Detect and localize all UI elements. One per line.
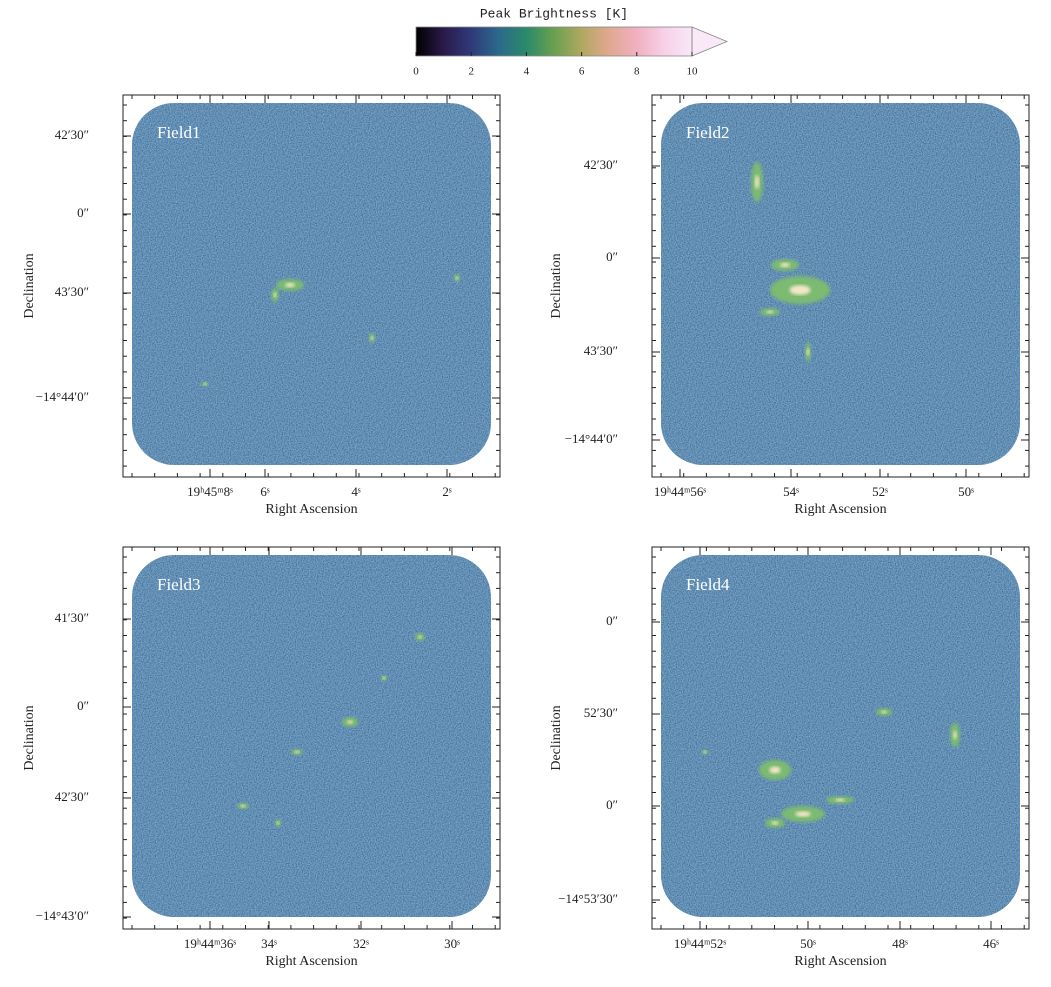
field-label: Field4 [686,575,730,594]
y-axis-title: Declination [549,253,564,318]
y-tick-label: 42′30″ [55,127,89,142]
colorbar-tick-label: 0 [413,66,419,78]
colorbar-tick-label: 10 [687,66,699,78]
y-tick-label: 0″ [606,249,618,264]
colorbar-tick-label: 4 [524,66,530,78]
y-tick-label: −14°53′30″ [558,891,618,906]
y-tick-label: 41′30″ [55,610,89,625]
emission-core [455,276,459,280]
y-tick-label: 42′30″ [584,157,618,172]
field-label: Field3 [157,575,200,594]
emission-core [795,811,811,817]
emission-core [835,798,845,802]
emission-core [203,382,207,386]
emission-core [382,676,386,680]
x-axis-title: Right Ascension [794,954,886,969]
y-tick-label: 43′30″ [55,284,89,299]
y-axis-title: Declination [22,705,37,770]
colorbar-tick-label: 8 [634,66,640,78]
y-axis-title: Declination [22,253,37,318]
panel-frame [122,94,501,478]
map-image [661,103,1020,465]
x-tick-label: 48ˢ [892,936,908,951]
colorbar-title: Peak Brightness [K] [480,6,628,21]
x-axis-title: Right Ascension [265,502,357,517]
panel: 19ʰ44ᵐ52ˢ 50ˢ 48ˢ 46ˢ 0″ 52′30″ 0″ −14°53′30″ Ri… [549,546,1030,969]
x-tick-label: 30ˢ [444,936,460,951]
emission-core [754,175,760,189]
x-tick-label: 6ˢ [260,484,270,499]
x-tick-label: 32ˢ [353,936,369,951]
emission-core [881,710,887,714]
panel: 19ʰ45ᵐ8ˢ 6ˢ 4ˢ 2ˢ 42′30″ 0″ 43′30″ −14°44′0″ Rig… [22,94,501,517]
x-tick-label: 2ˢ [442,484,452,499]
panel-frame [651,94,1030,478]
emission-core [285,282,295,288]
y-tick-label: 0″ [77,205,89,220]
y-tick-label: 0″ [606,797,618,812]
emission-core [240,804,246,808]
x-axis-title: Right Ascension [794,502,886,517]
x-axis-title: Right Ascension [265,954,357,969]
y-tick-label: 43′30″ [584,343,618,358]
y-axis-title: Declination [549,705,564,770]
panel-frame [651,546,1030,930]
x-tick-label: 19ʰ44ᵐ52ˢ [674,936,727,951]
map-image [661,555,1020,917]
colorbar [416,27,692,56]
colorbar-extend [691,26,729,57]
emission-core [370,336,374,340]
y-tick-label: −14°43′0″ [36,908,89,923]
x-tick-label: 54ˢ [783,484,799,499]
y-tick-label: 52′30″ [584,705,618,720]
emission-core [953,730,957,740]
x-tick-label: 50ˢ [800,936,816,951]
emission-core [780,262,790,268]
x-tick-label: 52ˢ [872,484,888,499]
emission-core [294,750,300,754]
colorbar-frame [415,26,693,57]
emission-core [703,750,707,754]
x-tick-label: 19ʰ44ᵐ36ˢ [184,936,237,951]
y-tick-label: 0″ [77,698,89,713]
y-tick-label: 42′30″ [55,789,89,804]
panel: 19ʰ44ᵐ36ˢ 34ˢ 32ˢ 30ˢ 41′30″ 0″ 42′30″ −14°43′0… [22,546,501,969]
colorbar-tick-label: 6 [579,66,585,78]
emission-core [766,310,774,314]
y-tick-label: −14°44′0″ [565,431,618,446]
emission-core [276,821,280,825]
x-tick-label: 19ʰ44ᵐ56ˢ [654,484,707,499]
x-tick-label: 50ˢ [958,484,974,499]
panel-frame [122,546,501,930]
emission-core [347,720,353,724]
map-image [132,555,491,917]
panel: 19ʰ44ᵐ56ˢ 54ˢ 52ˢ 50ˢ 42′30″ 0″ 43′30″ −14°44′0… [549,94,1030,517]
y-tick-label: −14°44′0″ [36,389,89,404]
emission-core [806,348,810,356]
emission-core [769,766,781,774]
colorbar-tick-label: 2 [468,66,474,78]
field-label: Field2 [686,123,729,142]
field-label: Field1 [157,123,200,142]
x-tick-label: 19ʰ45ᵐ8ˢ [187,484,233,499]
emission-core [789,285,811,295]
emission-core [418,635,422,639]
x-tick-label: 46ˢ [983,936,999,951]
y-tick-label: 0″ [606,613,618,628]
emission-core [273,292,277,298]
x-tick-label: 34ˢ [261,936,277,951]
map-image [132,103,491,465]
emission-core [771,821,779,825]
x-tick-label: 4ˢ [351,484,361,499]
